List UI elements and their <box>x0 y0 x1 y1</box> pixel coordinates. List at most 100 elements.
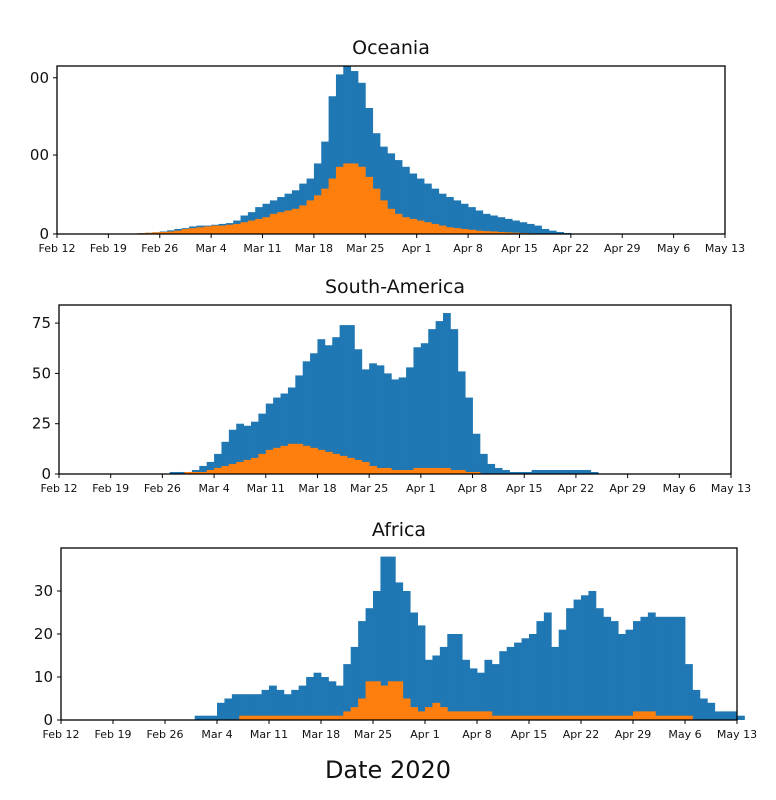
bar-s2-d18 <box>191 471 200 474</box>
bar-s2-d25 <box>243 459 252 474</box>
bar-s2-d63 <box>529 715 537 720</box>
bar-s2-d51 <box>435 467 444 474</box>
bar-s2-d23 <box>228 463 237 474</box>
y-tick-label: 30 <box>34 582 53 600</box>
bar-s2-d21 <box>211 225 219 234</box>
bar-s2-d41 <box>361 461 370 474</box>
x-tick-label: Mar 18 <box>302 728 340 741</box>
bar-s1-d85 <box>692 689 701 720</box>
bar-s1-d62 <box>512 220 520 234</box>
bar-s1-d69 <box>573 599 582 720</box>
x-tick-label: May 13 <box>705 242 745 255</box>
bar-s1-d72 <box>590 471 599 474</box>
bar-s2-d49 <box>425 707 433 720</box>
bar-s1-d45 <box>391 379 400 474</box>
bar-s2-d15 <box>167 231 175 234</box>
x-tick-label: Apr 1 <box>406 482 436 495</box>
bar-s2-d46 <box>402 698 411 720</box>
bar-s1-d55 <box>465 397 473 474</box>
bar-s1-d25 <box>246 694 255 720</box>
bar-s1-d43 <box>372 133 381 234</box>
bar-s1-d67 <box>558 629 567 720</box>
y-tick-label: 0 <box>43 711 53 729</box>
bar-s2-d39 <box>347 457 355 474</box>
bar-s1-d30 <box>283 694 292 720</box>
chart-title: South-America <box>325 276 465 298</box>
bar-s2-d36 <box>324 451 333 474</box>
bar-s2-d60 <box>497 231 506 234</box>
bar-s2-d54 <box>457 469 466 474</box>
bar-s2-d29 <box>269 213 278 234</box>
x-tick-label: Feb 19 <box>90 242 127 255</box>
bar-s1-d43 <box>376 365 385 474</box>
bar-s1-d22 <box>224 698 233 720</box>
bar-s1-d19 <box>199 465 208 474</box>
bar-s1-d57 <box>484 659 493 720</box>
bar-s2-d25 <box>246 715 255 720</box>
x-tick-label: Feb 26 <box>141 242 178 255</box>
bar-s1-d48 <box>413 347 422 474</box>
bar-s2-d26 <box>251 457 259 474</box>
bar-s2-d50 <box>428 467 437 474</box>
bar-s2-d59 <box>490 231 498 234</box>
bar-s1-d46 <box>398 377 407 474</box>
x-tick-label: Mar 4 <box>201 728 232 741</box>
x-tick-label: Mar 11 <box>250 728 288 741</box>
bar-s1-d28 <box>265 403 274 474</box>
bar-s2-d69 <box>573 715 582 720</box>
bar-s1-d35 <box>317 339 326 474</box>
bar-s1-d41 <box>361 369 370 474</box>
bar-s1-d53 <box>454 634 463 720</box>
x-tick-label: May 13 <box>717 728 757 741</box>
bar-s2-d38 <box>339 455 348 474</box>
bar-s1-d68 <box>561 469 569 474</box>
figure-x-axis-label: Date 2020 <box>324 756 452 784</box>
bar-s2-d21 <box>214 467 222 474</box>
bar-s1-d63 <box>529 634 537 720</box>
bar-s2-d42 <box>369 465 377 474</box>
y-tick-label: 10 <box>34 668 53 686</box>
bar-s1-d42 <box>373 591 381 720</box>
bar-s2-d18 <box>189 228 197 234</box>
x-tick-label: May 6 <box>668 728 701 741</box>
bar-s2-d26 <box>254 715 262 720</box>
bar-s2-d38 <box>335 166 344 234</box>
bar-s1-d19 <box>202 715 210 720</box>
bar-s1-d26 <box>251 421 259 474</box>
bar-s2-d44 <box>387 681 396 720</box>
bar-s1-d78 <box>640 616 649 720</box>
bar-s2-d52 <box>447 711 456 720</box>
x-tick-label: Mar 11 <box>247 482 285 495</box>
bar-s1-d73 <box>603 616 612 720</box>
y-tick-label: 25 <box>32 415 51 433</box>
bar-s1-d23 <box>231 694 240 720</box>
bar-s2-d51 <box>439 707 448 720</box>
bar-s1-d20 <box>206 461 215 474</box>
plot-frame <box>56 65 726 235</box>
bar-s2-d28 <box>265 449 274 474</box>
bar-s2-d65 <box>543 715 552 720</box>
bar-s1-d70 <box>575 469 584 474</box>
x-tick-label: Feb 26 <box>147 728 184 741</box>
bar-s1-d72 <box>595 608 604 720</box>
bar-s1-d22 <box>221 441 230 474</box>
bar-s2-d37 <box>332 453 341 474</box>
bar-s1-d52 <box>438 193 447 234</box>
bar-s2-d30 <box>280 445 289 474</box>
bar-s2-d68 <box>566 715 574 720</box>
bar-s1-d41 <box>357 82 366 234</box>
bar-s1-d90 <box>729 711 738 720</box>
bar-s1-d66 <box>546 469 555 474</box>
bar-s2-d56 <box>472 471 481 474</box>
bar-s1-d50 <box>428 329 437 474</box>
bar-s1-d15 <box>169 471 178 474</box>
bar-s1-d54 <box>453 200 462 234</box>
bar-s1-d87 <box>707 702 716 720</box>
bar-s1-d51 <box>435 321 444 474</box>
bar-s1-d51 <box>431 188 440 234</box>
bar-s1-d48 <box>409 173 418 234</box>
bar-s2-d48 <box>413 467 422 474</box>
bar-s2-d20 <box>206 469 215 474</box>
bar-s1-d35 <box>321 677 329 720</box>
bar-s2-d42 <box>365 176 374 234</box>
